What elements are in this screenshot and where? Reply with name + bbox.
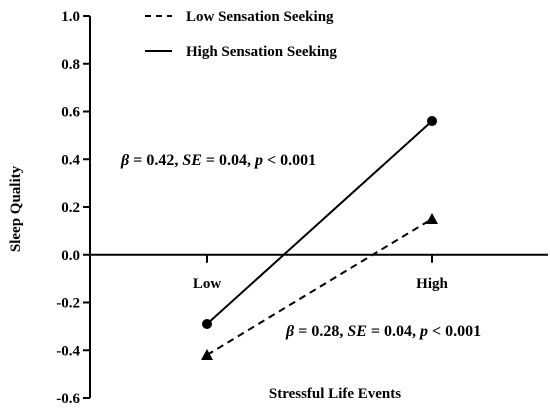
y-tick-label: 0.0 [61, 248, 80, 264]
y-tick-label: 0.4 [61, 152, 80, 168]
data-point [427, 116, 437, 127]
y-tick-label: 0.8 [61, 57, 80, 73]
legend-label: High Sensation Seeking [186, 44, 337, 60]
x-tick-label: High [416, 276, 448, 292]
y-tick-label: 0.2 [61, 200, 80, 216]
data-point [201, 349, 213, 361]
annotation-part: = 0.28, [294, 323, 347, 340]
annotation-part: = 0.04, [202, 152, 255, 169]
annotation-stat: β = 0.42, SE = 0.04, p < 0.001 [120, 152, 316, 169]
axes: 1.0 0.8 0.6 0.4 0.2 0.0 -0.2 -0.4 -0.6 Low High [56, 9, 548, 407]
annotation-part: = 0.04, [367, 323, 420, 340]
series-line [206, 120, 433, 325]
annotation-part: β [285, 323, 295, 340]
y-tick-label: -0.4 [56, 343, 80, 359]
x-axis-label: Stressful Life Events [269, 386, 401, 402]
y-tick-label: -0.2 [56, 296, 80, 312]
annotation-part: = 0.42, [129, 152, 182, 169]
series-low [201, 212, 438, 361]
series-line [206, 218, 433, 356]
annotation-part: p [253, 152, 263, 169]
legend: Low Sensation Seeking High Sensation Seek… [145, 9, 337, 60]
y-tick-label: 0.6 [61, 105, 80, 121]
annotation-part: < 0.001 [428, 323, 481, 340]
data-point [426, 212, 438, 224]
annotation-part: p [418, 323, 428, 340]
annotation-part: < 0.001 [263, 152, 316, 169]
annotation-part: β [120, 152, 130, 169]
y-tick-label: 1.0 [61, 9, 80, 25]
data-point [202, 318, 212, 329]
annotation-stat: β = 0.28, SE = 0.04, p < 0.001 [285, 323, 481, 340]
y-axis-label: Sleep Quality [8, 165, 24, 252]
legend-label: Low Sensation Seeking [186, 9, 334, 25]
x-tick-label: Low [193, 276, 222, 292]
series-layer [201, 116, 438, 361]
annotation-part: SE [347, 323, 367, 340]
annotation-part: SE [182, 152, 202, 169]
series-high [202, 116, 437, 329]
y-tick-label: -0.6 [56, 391, 80, 407]
